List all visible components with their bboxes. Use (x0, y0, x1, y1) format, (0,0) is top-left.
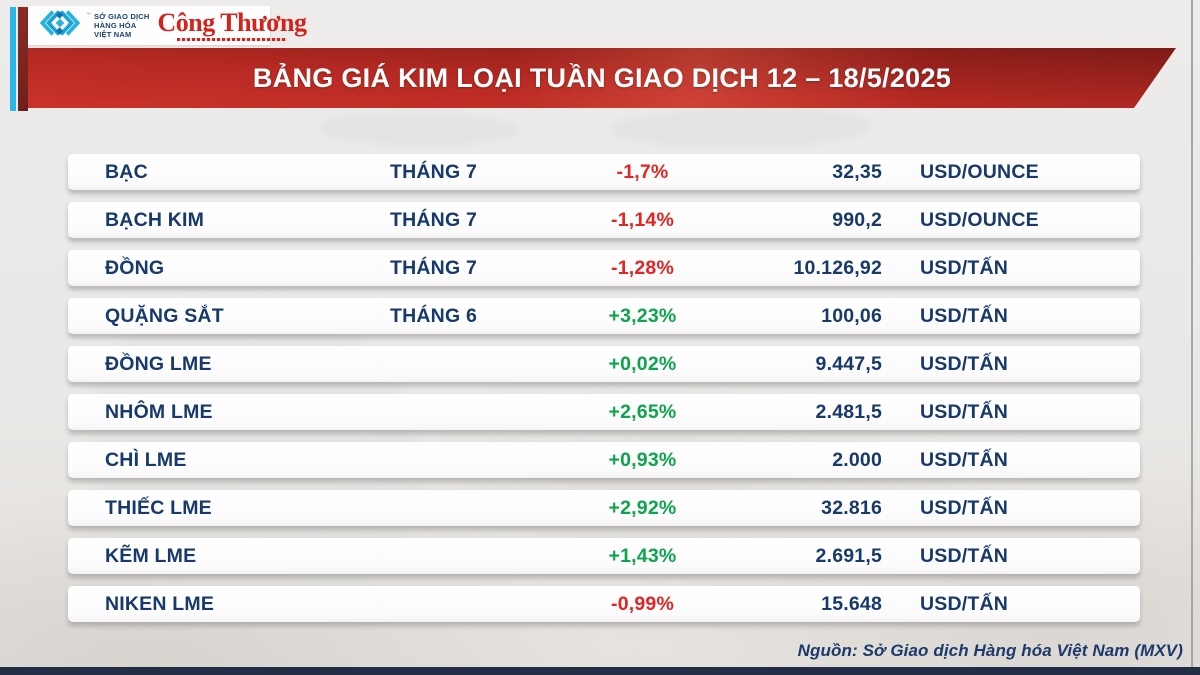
congthuong-logo: Công Thương (157, 8, 307, 41)
price-unit: USD/OUNCE (920, 160, 1039, 183)
price-unit: USD/TẤN (920, 256, 1009, 279)
mxv-logo-text: SỞ GIAO DỊCH HÀNG HÓA VIỆT NAM (94, 12, 149, 39)
page-title: BẢNG GIÁ KIM LOẠI TUẦN GIAO DỊCH 12 – 18… (252, 62, 952, 93)
title-banner: BẢNG GIÁ KIM LOẠI TUẦN GIAO DỊCH 12 – 18… (28, 48, 1176, 108)
commodity-name: BẠC (105, 160, 148, 183)
left-accent-cyan-bar (10, 7, 16, 111)
commodity-name: CHÌ LME (105, 448, 187, 471)
price-value: 2.000 (832, 448, 882, 471)
change-percent: -0,99% (611, 592, 674, 615)
price-value: 990,2 (832, 208, 882, 231)
price-value: 10.126,92 (793, 256, 882, 279)
commodity-name: ĐỒNG LME (105, 352, 212, 375)
price-value: 32,35 (832, 160, 882, 183)
commodity-name: THIẾC LME (105, 496, 212, 519)
price-value: 32.816 (821, 496, 882, 519)
change-percent: +2,65% (608, 400, 677, 423)
price-unit: USD/TẤN (920, 544, 1009, 567)
commodity-name: NIKEN LME (105, 592, 215, 615)
contract-month: THÁNG 7 (390, 160, 477, 183)
mxv-text-line1: SỞ GIAO DỊCH (94, 12, 150, 21)
left-accent-brick-bar (18, 7, 28, 111)
table-row: KẼM LME +1,43% 2.691,5 USD/TẤN (68, 538, 1140, 574)
mxv-text-line3: VIỆT NAM (94, 30, 132, 39)
change-percent: +1,43% (608, 544, 677, 567)
commodity-name: ĐỒNG (105, 256, 165, 279)
source-credit: Nguồn: Sở Giao dịch Hàng hóa Việt Nam (M… (797, 641, 1183, 660)
change-percent: -1,28% (611, 256, 674, 279)
mxv-text-line2: HÀNG HÓA (94, 21, 137, 30)
table-row: ĐỒNG THÁNG 7 -1,28% 10.126,92 USD/TẤN (68, 250, 1140, 286)
change-percent: -1,14% (611, 208, 674, 231)
price-unit: USD/TẤN (920, 592, 1009, 615)
change-percent: +0,93% (608, 448, 677, 471)
contract-month: THÁNG 7 (390, 256, 477, 279)
price-unit: USD/OUNCE (920, 208, 1039, 231)
trademark-symbol: ™ (86, 12, 91, 18)
commodity-name: BẠCH KIM (105, 208, 205, 231)
price-value: 9.447,5 (815, 352, 882, 375)
contract-month: THÁNG 6 (390, 304, 477, 327)
price-unit: USD/TẤN (920, 352, 1009, 375)
price-table: BẠC THÁNG 7 -1,7% 32,35 USD/OUNCE BẠCH KIM THÁ… (68, 154, 1140, 634)
price-unit: USD/TẤN (920, 496, 1009, 519)
mxv-logo-icon (37, 9, 83, 42)
table-row: CHÌ LME +0,93% 2.000 USD/TẤN (68, 442, 1140, 478)
commodity-name: QUẶNG SẮT (105, 304, 224, 327)
congthuong-tagline-bar (176, 38, 287, 41)
table-row: BẠCH KIM THÁNG 7 -1,14% 990,2 USD/OUNCE (68, 202, 1140, 238)
price-unit: USD/TẤN (920, 400, 1009, 423)
right-frame-line (1191, 0, 1193, 667)
price-unit: USD/TẤN (920, 448, 1009, 471)
bottom-navy-bar (0, 667, 1200, 675)
table-row: BẠC THÁNG 7 -1,7% 32,35 USD/OUNCE (68, 154, 1140, 190)
table-row: NIKEN LME -0,99% 15.648 USD/TẤN (68, 586, 1140, 622)
price-value: 2.481,5 (815, 400, 882, 423)
change-percent: -1,7% (616, 160, 669, 183)
background-map-texture (610, 108, 870, 148)
commodity-name: NHÔM LME (105, 400, 213, 423)
table-row: ĐỒNG LME +0,02% 9.447,5 USD/TẤN (68, 346, 1140, 382)
logo-box: ™ SỞ GIAO DỊCH HÀNG HÓA VIỆT NAM Công Th… (28, 6, 307, 45)
contract-month: THÁNG 7 (390, 208, 477, 231)
price-unit: USD/TẤN (920, 304, 1009, 327)
price-value: 100,06 (821, 304, 882, 327)
table-row: THIẾC LME +2,92% 32.816 USD/TẤN (68, 490, 1140, 526)
price-value: 2.691,5 (815, 544, 882, 567)
commodity-name: KẼM LME (105, 544, 197, 567)
change-percent: +2,92% (608, 496, 677, 519)
price-value: 15.648 (821, 592, 882, 615)
table-row: QUẶNG SẮT THÁNG 6 +3,23% 100,06 USD/TẤN (68, 298, 1140, 334)
change-percent: +0,02% (608, 352, 677, 375)
congthuong-wordmark: Công Thương (157, 8, 307, 37)
change-percent: +3,23% (608, 304, 677, 327)
table-row: NHÔM LME +2,65% 2.481,5 USD/TẤN (68, 394, 1140, 430)
background-map-texture (320, 112, 520, 146)
